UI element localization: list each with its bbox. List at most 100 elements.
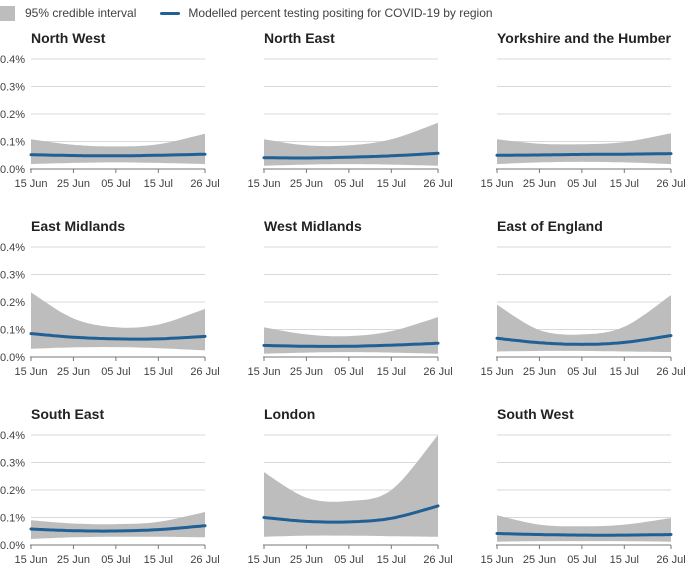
panel-title-south-east: South East [31, 406, 104, 422]
y-tick-label-north-west-3: 0.3% [0, 82, 25, 94]
credible-interval-band-east-midlands [31, 292, 205, 351]
x-tick-label-london-1: 25 Jun [290, 554, 323, 566]
x-tick-label-west-midlands-3: 15 Jul [377, 366, 406, 378]
y-tick-label-east-midlands-1: 0.1% [0, 325, 25, 337]
panel-title-east-of-england: East of England [497, 218, 603, 234]
panel-east-of-england: East of England 15 Jun 25 Jun 05 Jul 15 Jul 2… [480, 218, 685, 378]
x-tick-label-east-midlands-2: 05 Jul [101, 366, 130, 378]
x-tick-label-east-of-england-3: 15 Jul [610, 366, 639, 378]
x-tick-label-yorkshire-and-the-humber-4: 26 Jul [656, 178, 685, 190]
modelled-estimate-line-north-east [262, 151, 440, 160]
x-tick-label-london-2: 05 Jul [334, 554, 363, 566]
x-tick-label-east-midlands-3: 15 Jul [144, 366, 173, 378]
x-tick-label-north-west-1: 25 Jun [57, 178, 90, 190]
credible-interval-band-yorkshire-and-the-humber [497, 133, 671, 165]
modelled-estimate-line-london [262, 504, 440, 524]
legend-line-label: Modelled percent testing positing for CO… [188, 6, 493, 20]
x-tick-label-west-midlands-2: 05 Jul [334, 366, 363, 378]
x-tick-label-east-midlands-0: 15 Jun [14, 366, 47, 378]
chart-legend: 95% credible interval Modelled percent t… [0, 4, 493, 22]
x-tick-label-north-east-3: 15 Jul [377, 178, 406, 190]
y-tick-label-south-east-0: 0.0% [0, 540, 25, 552]
x-tick-label-east-of-england-0: 15 Jun [480, 366, 513, 378]
y-tick-label-south-east-2: 0.2% [0, 485, 25, 497]
x-tick-label-north-west-3: 15 Jul [144, 178, 173, 190]
credible-interval-swatch [0, 5, 15, 21]
panel-title-yorkshire-and-the-humber: Yorkshire and the Humber [497, 30, 672, 46]
x-tick-label-north-west-4: 26 Jul [190, 178, 219, 190]
panel-title-west-midlands: West Midlands [264, 218, 362, 234]
panel-title-north-west: North West [31, 30, 106, 46]
y-tick-label-east-midlands-4: 0.4% [0, 242, 25, 254]
x-tick-label-north-east-2: 05 Jul [334, 178, 363, 190]
x-tick-label-north-west-0: 15 Jun [14, 178, 47, 190]
x-tick-label-yorkshire-and-the-humber-2: 05 Jul [567, 178, 596, 190]
panel-north-west: North West 0.0% 0.1% 0.2% 0.3% 0.4% 15 Jun 25 J… [0, 30, 220, 190]
x-tick-label-east-midlands-1: 25 Jun [57, 366, 90, 378]
modelled-estimate-line-south-west [495, 532, 673, 537]
x-tick-label-south-east-1: 25 Jun [57, 554, 90, 566]
x-tick-label-east-midlands-4: 26 Jul [190, 366, 219, 378]
x-tick-label-north-west-2: 05 Jul [101, 178, 130, 190]
panel-london: London 15 Jun 25 Jun 05 Jul 15 Jul 26 Jul [247, 406, 452, 566]
x-tick-label-west-midlands-4: 26 Jul [423, 366, 452, 378]
panel-title-london: London [264, 406, 315, 422]
x-tick-label-south-west-0: 15 Jun [480, 554, 513, 566]
credible-interval-band-east-of-england [497, 295, 671, 353]
panel-east-midlands: East Midlands 0.0% 0.1% 0.2% 0.3% 0.4% 15 Jun 2… [0, 218, 220, 378]
y-tick-label-north-west-4: 0.4% [0, 54, 25, 66]
y-tick-label-north-west-0: 0.0% [0, 164, 25, 176]
panel-south-east: South East 0.0% 0.1% 0.2% 0.3% 0.4% 15 Jun 25 J… [0, 406, 220, 566]
x-tick-label-east-of-england-2: 05 Jul [567, 366, 596, 378]
x-tick-label-west-midlands-1: 25 Jun [290, 366, 323, 378]
x-tick-label-london-0: 15 Jun [247, 554, 280, 566]
panel-west-midlands: West Midlands 15 Jun 25 Jun 05 Jul 15 Jul 26 … [247, 218, 452, 378]
x-tick-label-north-east-4: 26 Jul [423, 178, 452, 190]
y-tick-label-east-midlands-2: 0.2% [0, 297, 25, 309]
panel-south-west: South West 15 Jun 25 Jun 05 Jul 15 Jul 26 Jul [480, 406, 685, 566]
x-tick-label-south-east-0: 15 Jun [14, 554, 47, 566]
x-tick-label-north-east-0: 15 Jun [247, 178, 280, 190]
credible-interval-band-london [264, 435, 438, 537]
panel-title-south-west: South West [497, 406, 574, 422]
x-tick-label-yorkshire-and-the-humber-0: 15 Jun [480, 178, 513, 190]
x-tick-label-yorkshire-and-the-humber-3: 15 Jul [610, 178, 639, 190]
x-tick-label-south-west-1: 25 Jun [523, 554, 556, 566]
x-tick-label-south-west-3: 15 Jul [610, 554, 639, 566]
modelled-estimate-line-north-west [29, 152, 207, 158]
x-tick-label-east-of-england-1: 25 Jun [523, 366, 556, 378]
y-tick-label-east-midlands-0: 0.0% [0, 352, 25, 364]
credible-interval-band-north-west [31, 133, 205, 165]
x-tick-label-london-3: 15 Jul [377, 554, 406, 566]
credible-interval-band-west-midlands [264, 317, 438, 354]
credible-interval-band-south-west [497, 515, 671, 542]
y-tick-label-south-east-4: 0.4% [0, 430, 25, 442]
modelled-estimate-line-yorkshire-and-the-humber [495, 152, 673, 157]
panel-north-east: North East 15 Jun 25 Jun 05 Jul 15 Jul 26 Jul [247, 30, 452, 190]
panel-title-north-east: North East [264, 30, 335, 46]
x-tick-label-yorkshire-and-the-humber-1: 25 Jun [523, 178, 556, 190]
x-tick-label-south-west-4: 26 Jul [656, 554, 685, 566]
x-tick-label-west-midlands-0: 15 Jun [247, 366, 280, 378]
x-tick-label-north-east-1: 25 Jun [290, 178, 323, 190]
credible-interval-band-south-east [31, 512, 205, 539]
x-tick-label-east-of-england-4: 26 Jul [656, 366, 685, 378]
modelled-estimate-line-west-midlands [262, 341, 440, 348]
modelled-estimate-line-south-east [29, 524, 207, 533]
legend-band-label: 95% credible interval [25, 6, 137, 20]
panel-title-east-midlands: East Midlands [31, 218, 125, 234]
x-tick-label-south-east-3: 15 Jul [144, 554, 173, 566]
x-tick-label-south-east-4: 26 Jul [190, 554, 219, 566]
x-tick-label-south-east-2: 05 Jul [101, 554, 130, 566]
y-tick-label-south-east-1: 0.1% [0, 513, 25, 525]
y-tick-label-east-midlands-3: 0.3% [0, 270, 25, 282]
y-tick-label-south-east-3: 0.3% [0, 458, 25, 470]
y-tick-label-north-west-1: 0.1% [0, 137, 25, 149]
modelled-estimate-line-east-of-england [495, 334, 673, 346]
x-tick-label-london-4: 26 Jul [423, 554, 452, 566]
y-tick-label-north-west-2: 0.2% [0, 109, 25, 121]
panel-yorkshire-and-the-humber: Yorkshire and the Humber 15 Jun 25 Jun 05 J… [480, 30, 685, 190]
modelled-line-swatch [160, 11, 181, 15]
x-tick-label-south-west-2: 05 Jul [567, 554, 596, 566]
